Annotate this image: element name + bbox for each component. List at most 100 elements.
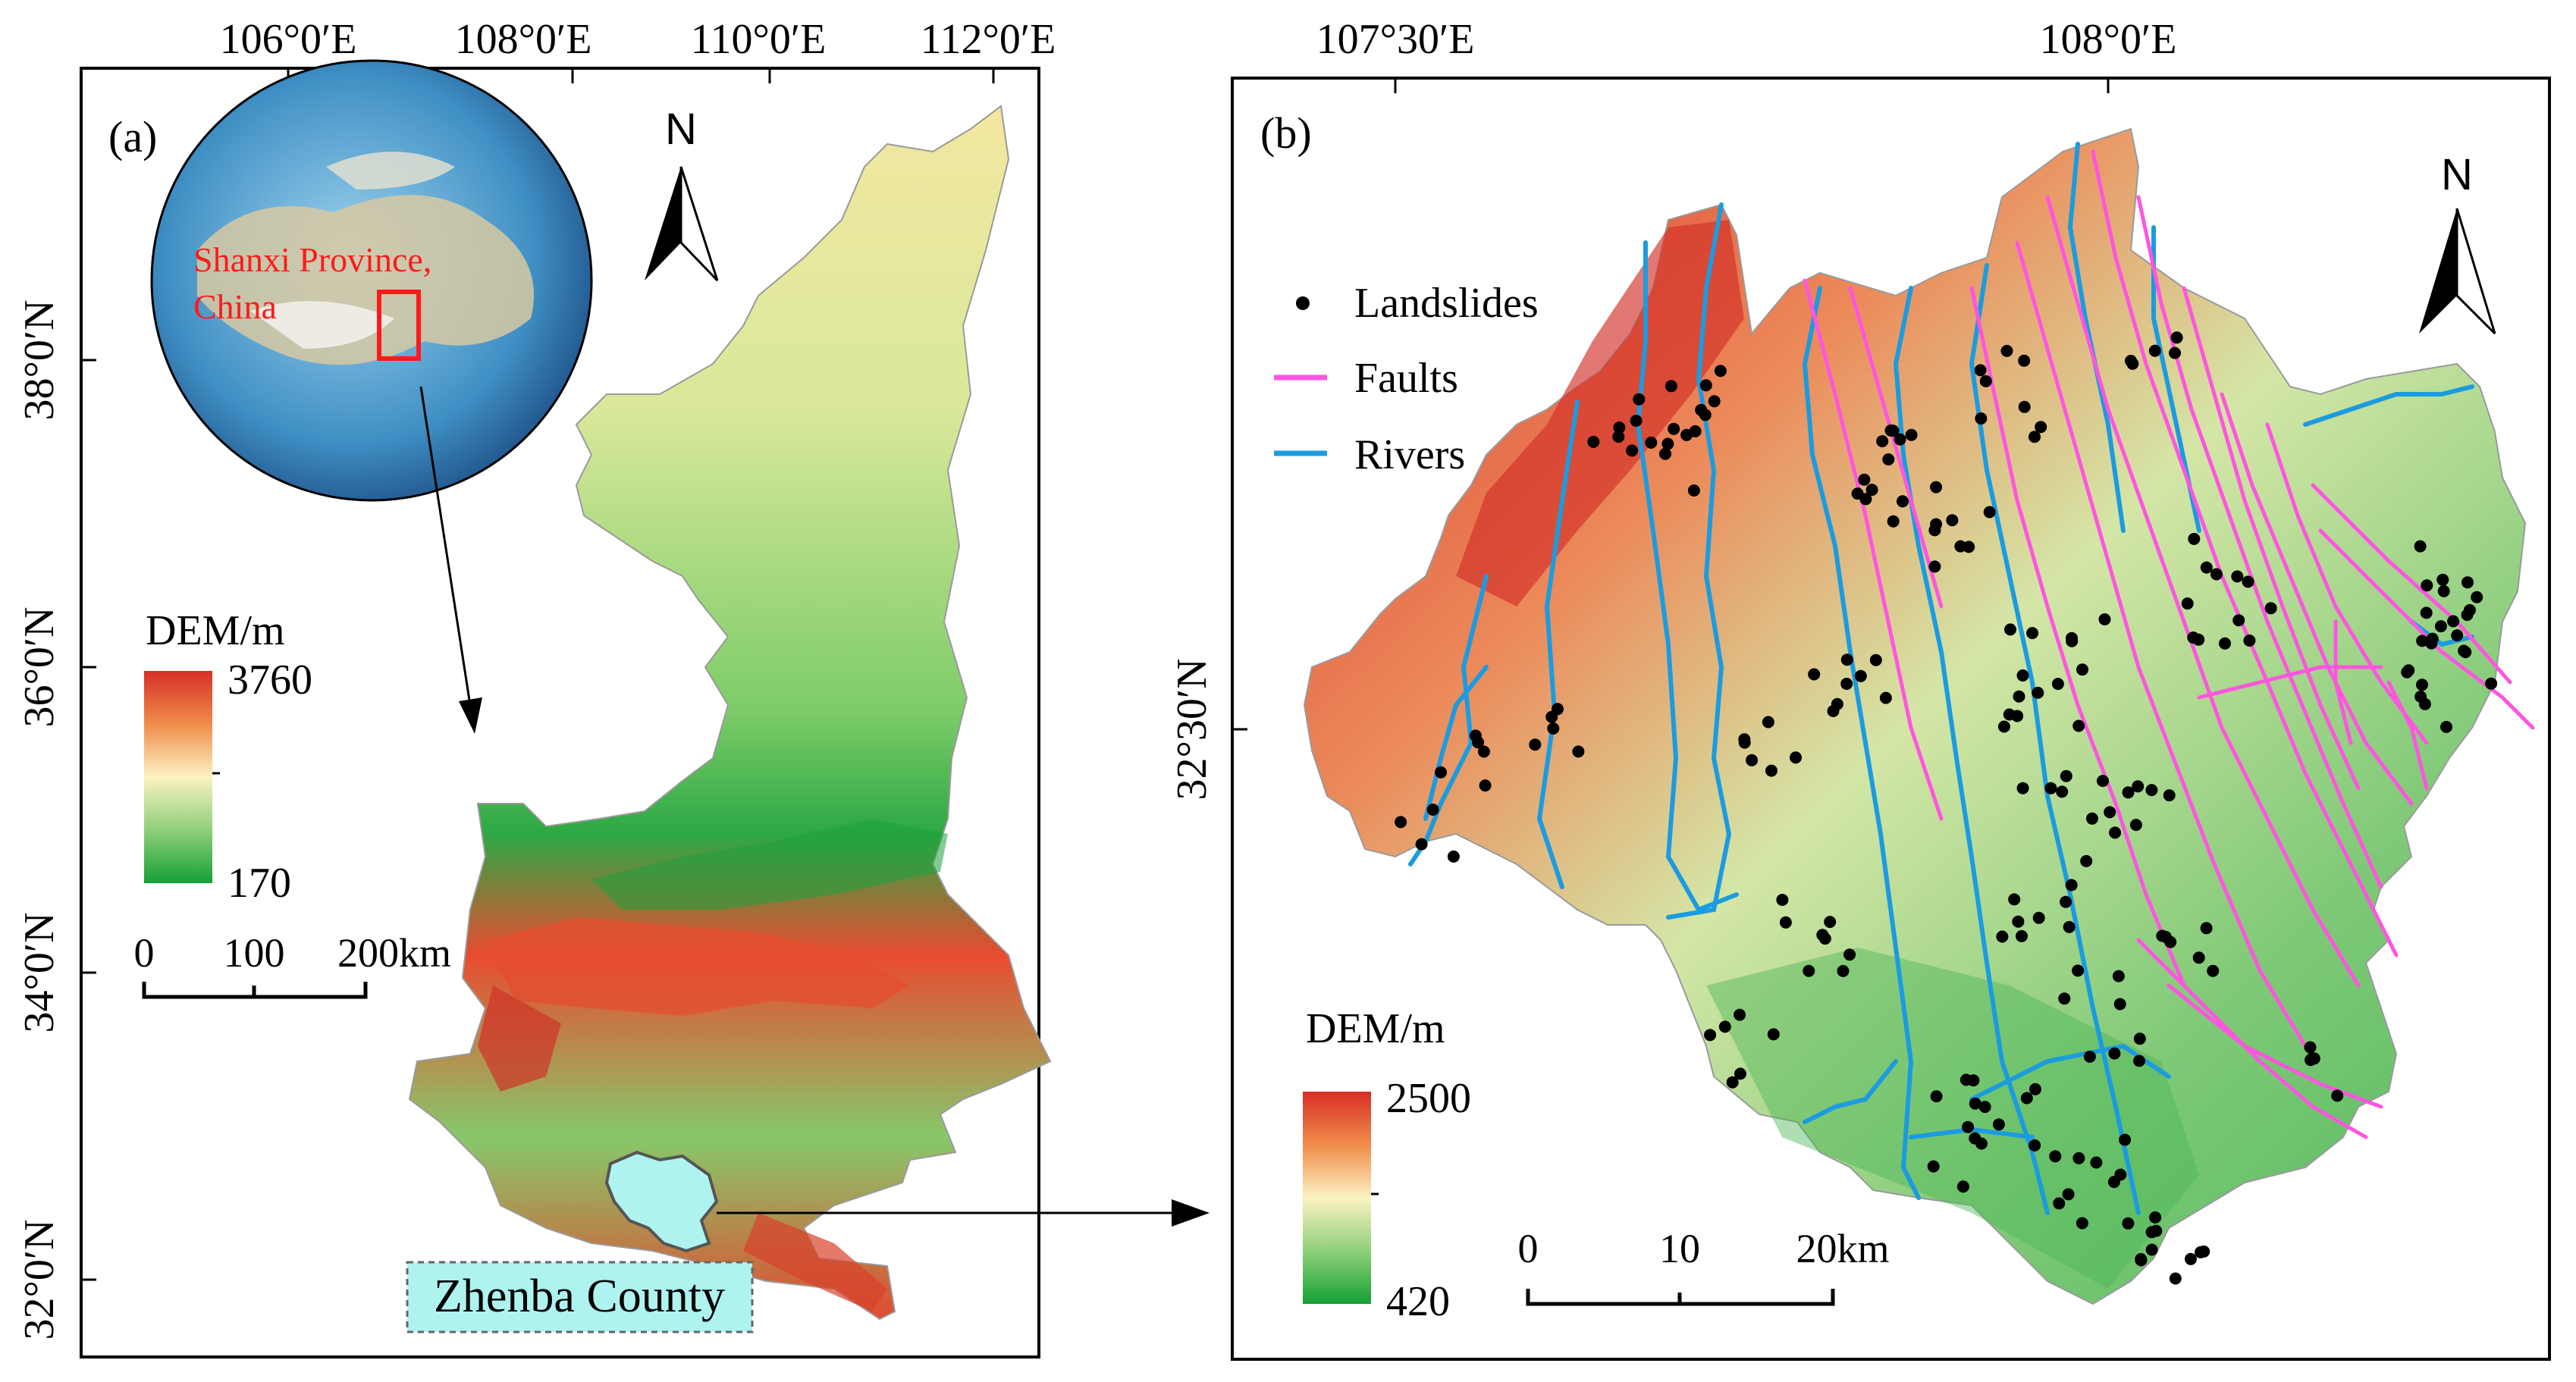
globe-arrow-head — [459, 697, 482, 734]
landslide-point — [2132, 780, 2145, 793]
globe-arrow-line — [419, 386, 472, 706]
landslide-point — [1851, 487, 1864, 500]
landslide-point — [2135, 1252, 2148, 1265]
landslide-point — [1699, 379, 1712, 392]
landslide-point — [2020, 1092, 2033, 1105]
landslide-point — [2004, 623, 2016, 636]
landslide-points — [1395, 331, 2498, 1285]
landslide-point — [2198, 1245, 2210, 1258]
landslide-point — [2072, 964, 2085, 977]
landslide-point — [1962, 1120, 1975, 1133]
landslide-point — [2126, 357, 2139, 370]
scale-tick-label: 200km — [337, 930, 451, 976]
landslide-point — [2000, 344, 2013, 357]
landslide-point — [2072, 719, 2085, 732]
landslide-point — [2447, 615, 2460, 628]
landslide-point — [1612, 431, 1625, 443]
landslide-point — [2170, 331, 2183, 344]
dem-colorbar — [1303, 1092, 1371, 1304]
high-ridge — [1456, 220, 1744, 606]
landslide-point — [2414, 540, 2427, 553]
landslide-point — [1954, 540, 1967, 553]
landslide-point — [2003, 708, 2016, 721]
landslide-point — [2434, 620, 2447, 633]
landslide-point — [2145, 1243, 2158, 1256]
landslide-point — [2109, 826, 2122, 839]
scale-tick-label: 10 — [1659, 1226, 1700, 1271]
landslide-point — [1876, 435, 1889, 447]
landslide-point — [1645, 436, 1658, 449]
scale-tick-label: 20km — [1796, 1226, 1889, 1271]
landslide-point — [2012, 915, 2025, 928]
landslide-point — [2112, 970, 2125, 982]
landslide-point — [2065, 879, 2078, 892]
landslide-point — [1946, 514, 1959, 527]
landslide-point — [1704, 1029, 1717, 1042]
globe-inset: Shanxi Province, China — [150, 59, 593, 502]
landslide-point — [1803, 964, 1815, 977]
landslide-point — [1967, 1074, 1980, 1087]
landslide-point — [2188, 532, 2201, 545]
landslide-point — [1887, 515, 1900, 528]
landslide-point — [2044, 782, 2057, 794]
landslide-point — [1882, 453, 1895, 465]
landslide-point — [2145, 784, 2158, 797]
landslide-point — [2231, 570, 2244, 583]
landslide-point — [1978, 1101, 1991, 1114]
landslide-point — [1905, 428, 1918, 441]
lon-tick-label: 110°0′E — [691, 16, 827, 63]
landslide-point — [1956, 1180, 1969, 1193]
landslide-point — [1997, 720, 2010, 733]
landslide-point — [2018, 400, 2031, 413]
landslide-point — [1897, 495, 1909, 508]
landslide-point — [2090, 1156, 2103, 1169]
landslide-point — [2076, 1217, 2088, 1230]
zoom-arrow-head — [1172, 1199, 1210, 1227]
landslide-point — [2060, 895, 2072, 908]
landslide-point — [1930, 481, 1943, 494]
landslide-point — [2331, 1089, 2344, 1102]
landslide-point — [2114, 1168, 2127, 1181]
legend-landslide-symbol — [1296, 296, 1310, 310]
landslide-point — [1975, 1137, 1988, 1150]
globe-label-line1: Shanxi Province, — [193, 240, 431, 279]
landslide-point — [1630, 415, 1643, 427]
landslide-point — [1415, 838, 1428, 851]
landslide-point — [2210, 568, 2223, 581]
landslide-point — [1779, 916, 1792, 929]
landslide-point — [2066, 635, 2079, 647]
fault-lines — [1803, 149, 2535, 1139]
landslide-point — [1869, 653, 1882, 666]
landslide-point — [2122, 1217, 2135, 1230]
landslide-point — [1854, 669, 1867, 682]
landslide-point — [1395, 816, 1407, 829]
landslide-point — [2192, 633, 2205, 646]
county-label: Zhenba County — [434, 1271, 725, 1322]
landslide-point — [2049, 1150, 2062, 1163]
landslide-point — [1668, 422, 1680, 435]
panel-a-label: (a) — [108, 112, 157, 161]
landslide-point — [1718, 1020, 1731, 1033]
landslide-point — [2018, 354, 2031, 367]
landslide-point — [2008, 893, 2021, 906]
globe-label-line2: China — [193, 287, 277, 326]
legend-faults-label: Faults — [1354, 355, 1458, 402]
landslide-point — [2471, 591, 2483, 603]
landslide-point — [1824, 916, 1837, 929]
southern-mountains — [743, 1213, 887, 1311]
landslide-point — [1746, 754, 1759, 766]
landslide-point — [2185, 1252, 2197, 1265]
landslide-point — [2113, 998, 2126, 1011]
landslide-point — [2016, 929, 2028, 942]
landslide-point — [2133, 1033, 2146, 1045]
landslide-point — [1975, 412, 1988, 425]
landslide-point — [1979, 374, 1992, 387]
landslide-point — [1927, 1160, 1940, 1173]
dem-min-label: 170 — [227, 860, 291, 907]
landslide-point — [1790, 751, 1802, 764]
landslide-point — [1435, 766, 1447, 779]
legend-rivers-label: Rivers — [1354, 431, 1465, 478]
landslide-point — [1469, 729, 1482, 742]
scale-bar: 0 100 200km — [134, 930, 451, 999]
